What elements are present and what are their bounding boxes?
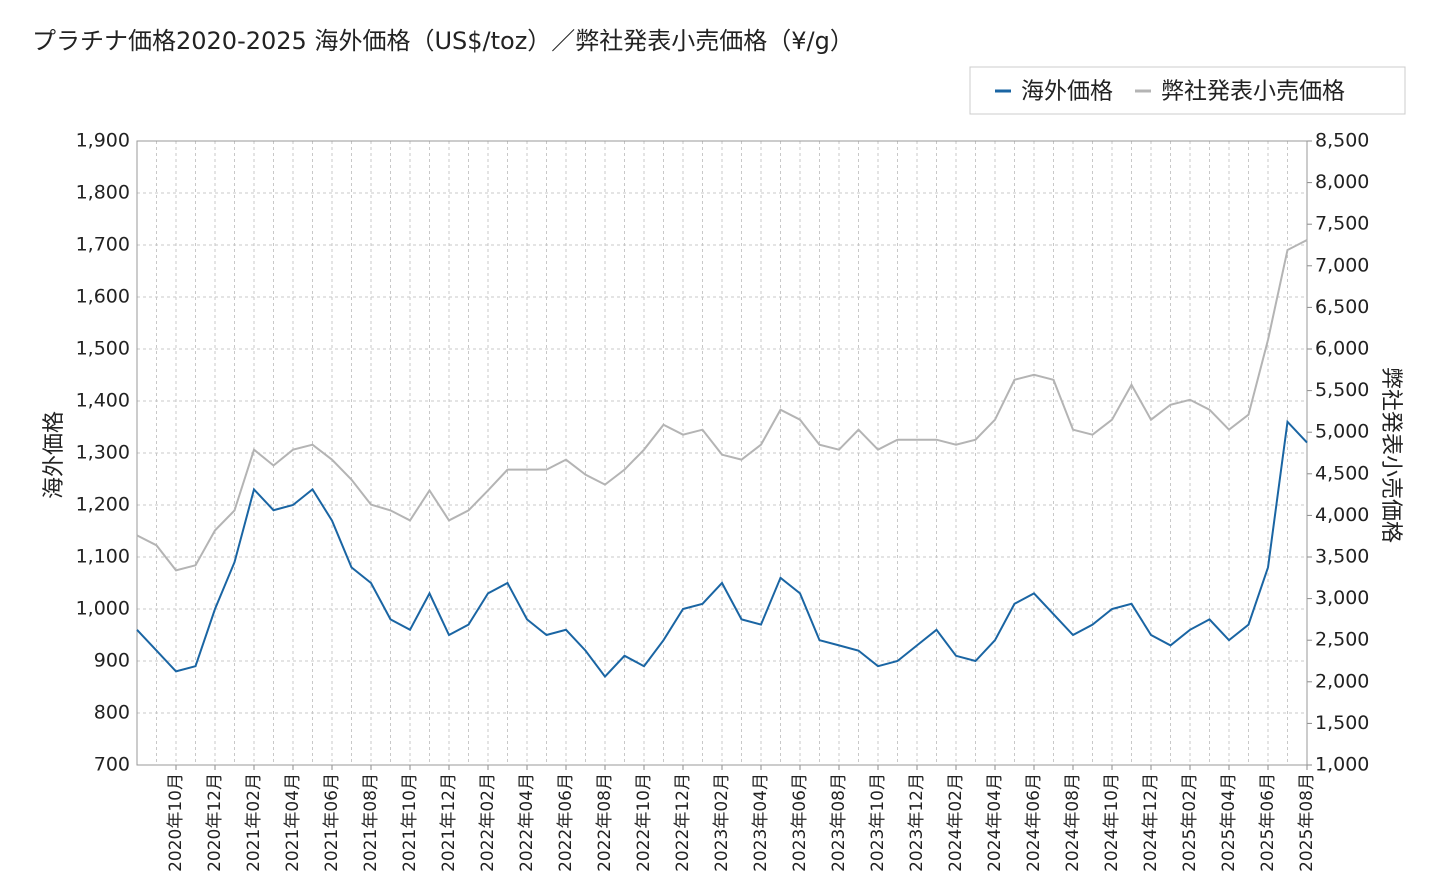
x-tick-label: 2021年12月 [439,773,459,872]
x-tick-label: 2022年12月 [673,773,693,872]
x-tick-label: 2022年02月 [478,773,498,872]
y2-tick-label: 8,000 [1315,171,1369,193]
x-tick-label: 2024年10月 [1102,773,1122,872]
y2-tick-label: 8,500 [1315,130,1369,152]
x-tick-label: 2020年10月 [166,773,186,872]
y-axis-label: 海外価格 [42,411,67,499]
x-tick-label: 2025年04月 [1219,773,1239,872]
y2-tick-label: 3,000 [1315,587,1369,609]
line-series [136,419,1308,679]
x-tick-label: 2025年08月 [1297,773,1317,872]
x-tick-label: 2022年04月 [517,773,537,872]
x-tick-label: 2021年08月 [361,773,381,872]
y-tick-label: 900 [94,650,130,672]
line-series [136,239,1308,572]
y-tick-label: 800 [94,702,130,724]
x-tick-label: 2023年04月 [751,773,771,872]
x-tick-label: 2023年10月 [868,773,888,872]
x-tick-label: 2021年10月 [400,773,420,872]
y2-tick-label: 2,000 [1315,670,1369,692]
y2-tick-label: 4,500 [1315,462,1369,484]
y-tick-label: 700 [94,754,130,776]
x-tick-label: 2025年06月 [1258,773,1278,872]
y2-tick-label: 2,500 [1315,629,1369,651]
y-tick-label: 1,100 [76,546,130,568]
x-tick-label: 2024年12月 [1141,773,1161,872]
y-tick-label: 1,600 [76,286,130,308]
x-tick-label: 2025年02月 [1180,773,1200,872]
x-tick-label: 2023年02月 [712,773,732,872]
x-tick-label: 2021年06月 [322,773,342,872]
chart-title: プラチナ価格2020-2025 海外価格（US$/toz）／弊社発表小売価格（¥… [32,27,854,55]
plot-frame [136,140,1308,766]
x-tick-label: 2020年12月 [205,773,225,872]
y2-tick-label: 1,000 [1315,754,1369,776]
x-tick-label: 2024年06月 [1024,773,1044,872]
y-tick-label: 1,400 [76,390,130,412]
y2-tick-label: 7,000 [1315,254,1369,276]
y2-tick-label: 4,000 [1315,504,1369,526]
x-tick-label: 2023年08月 [829,773,849,872]
x-tick-label: 2022年06月 [556,773,576,872]
y2-tick-label: 1,500 [1315,712,1369,734]
y2-tick-label: 5,500 [1315,379,1369,401]
y-tick-label: 1,200 [76,494,130,516]
x-tick-label: 2024年02月 [946,773,966,872]
y2-tick-label: 3,500 [1315,546,1369,568]
y2-tick-label: 7,500 [1315,213,1369,235]
y-tick-label: 1,900 [76,130,130,152]
y-tick-label: 1,700 [76,234,130,256]
y2-tick-label: 6,500 [1315,296,1369,318]
x-tick-label: 2024年08月 [1063,773,1083,872]
legend-label: 弊社発表小売価格 [1161,79,1345,105]
y-tick-label: 1,000 [76,598,130,620]
y2-tick-label: 5,000 [1315,421,1369,443]
legend-label: 海外価格 [1021,79,1113,105]
x-tick-label: 2021年02月 [244,773,264,872]
y-tick-label: 1,500 [76,338,130,360]
y2-tick-label: 6,000 [1315,338,1369,360]
x-tick-label: 2022年08月 [595,773,615,872]
x-tick-label: 2021年04月 [283,773,303,872]
x-tick-label: 2023年06月 [790,773,810,872]
x-tick-label: 2023年12月 [907,773,927,872]
x-tick-label: 2024年04月 [985,773,1005,872]
y2-axis-label: 弊社発表小売価格 [1378,367,1403,543]
x-tick-label: 2022年10月 [634,773,654,872]
y-tick-label: 1,800 [76,182,130,204]
legend [969,66,1406,115]
y-tick-label: 1,300 [76,442,130,464]
